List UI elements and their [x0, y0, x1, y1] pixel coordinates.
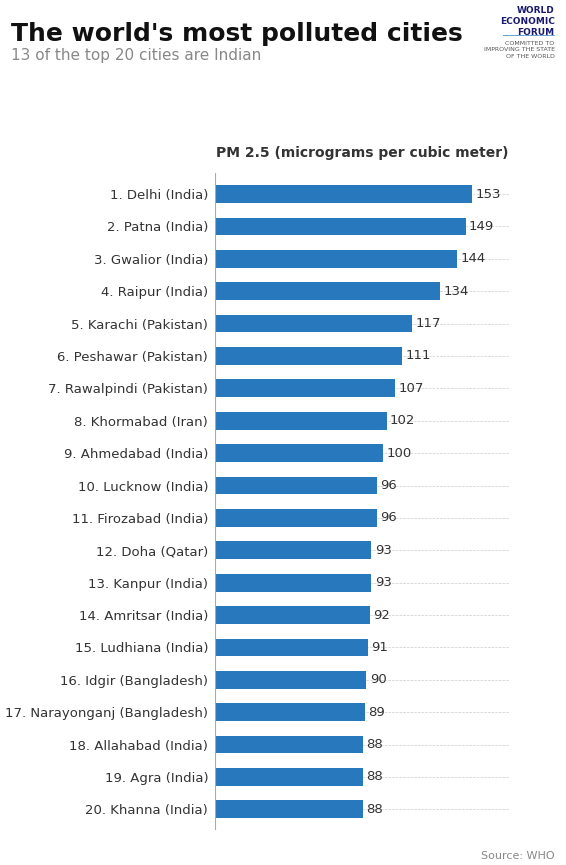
Text: 88: 88	[366, 738, 383, 751]
Bar	[215, 217, 466, 235]
Text: 91: 91	[371, 641, 388, 654]
Bar	[215, 282, 440, 300]
Text: 100: 100	[387, 446, 412, 459]
Bar	[215, 445, 383, 462]
Bar	[215, 735, 363, 753]
Bar	[215, 541, 371, 559]
Text: 102: 102	[390, 414, 415, 427]
Bar	[215, 315, 412, 332]
Bar	[215, 250, 457, 268]
Text: 13 of the top 20 cities are Indian: 13 of the top 20 cities are Indian	[11, 48, 261, 62]
Text: The world's most polluted cities: The world's most polluted cities	[11, 22, 463, 46]
Bar	[215, 412, 387, 430]
Text: 93: 93	[375, 576, 392, 589]
Bar	[215, 606, 370, 624]
Text: 92: 92	[373, 609, 390, 622]
Bar	[215, 768, 363, 786]
Text: COMMITTED TO
IMPROVING THE STATE
OF THE WORLD: COMMITTED TO IMPROVING THE STATE OF THE …	[484, 41, 555, 59]
Bar	[215, 638, 368, 657]
Text: 88: 88	[366, 771, 383, 784]
Bar	[215, 477, 376, 495]
Bar	[215, 380, 395, 397]
Text: 90: 90	[370, 673, 387, 686]
Bar	[215, 347, 402, 365]
Text: 134: 134	[444, 285, 469, 298]
Text: Source: WHO: Source: WHO	[481, 850, 555, 861]
Text: ──────────────: ──────────────	[502, 34, 555, 39]
Text: 111: 111	[405, 349, 431, 362]
Text: 88: 88	[366, 803, 383, 816]
Text: 89: 89	[368, 706, 385, 719]
Text: 107: 107	[398, 381, 424, 394]
Text: 96: 96	[380, 479, 397, 492]
Bar	[215, 509, 376, 527]
Text: 93: 93	[375, 544, 392, 557]
Text: 117: 117	[415, 317, 441, 330]
Bar	[215, 703, 365, 721]
Text: 149: 149	[469, 220, 494, 233]
Bar	[215, 573, 371, 592]
Text: 96: 96	[380, 511, 397, 524]
Text: 153: 153	[476, 188, 501, 201]
Bar	[215, 800, 363, 818]
Text: 144: 144	[461, 253, 486, 266]
Text: WORLD
ECONOMIC
FORUM: WORLD ECONOMIC FORUM	[500, 6, 555, 37]
Bar	[215, 671, 366, 689]
Bar	[215, 185, 473, 203]
Text: PM 2.5 (micrograms per cubic meter): PM 2.5 (micrograms per cubic meter)	[216, 146, 508, 160]
